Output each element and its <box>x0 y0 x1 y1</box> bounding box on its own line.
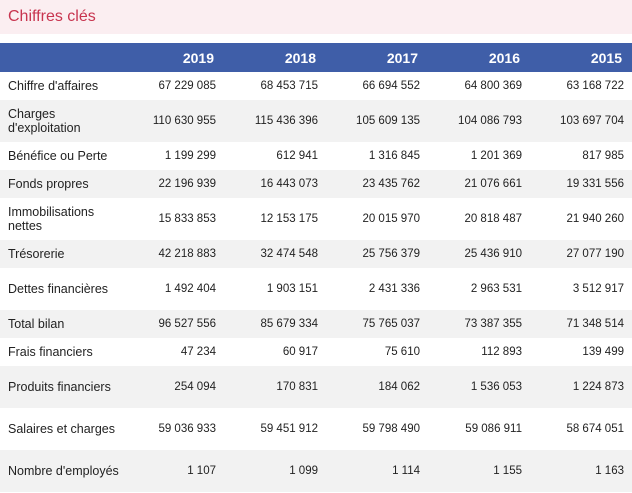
value-cell: 112 893 <box>428 338 530 366</box>
value-cell: 71 348 514 <box>530 310 632 338</box>
value-cell: 817 985 <box>530 142 632 170</box>
value-cell: 1 114 <box>326 450 428 492</box>
header-year-2016: 2016 <box>428 43 530 72</box>
row-label: Nombre d'employés <box>0 450 122 492</box>
table-row: Chiffre d'affaires 67 229 085 68 453 715… <box>0 72 632 100</box>
header-year-2019: 2019 <box>122 43 224 72</box>
value-cell: 20 818 487 <box>428 198 530 240</box>
row-label: Salaires et charges <box>0 408 122 450</box>
header-label-cell <box>0 43 122 72</box>
value-cell: 58 674 051 <box>530 408 632 450</box>
value-cell: 12 153 175 <box>224 198 326 240</box>
value-cell: 1 099 <box>224 450 326 492</box>
table-row: Fonds propres 22 196 939 16 443 073 23 4… <box>0 170 632 198</box>
value-cell: 1 316 845 <box>326 142 428 170</box>
row-label: Fonds propres <box>0 170 122 198</box>
table-row: Salaires et charges 59 036 933 59 451 91… <box>0 408 632 450</box>
value-cell: 1 199 299 <box>122 142 224 170</box>
value-cell: 59 451 912 <box>224 408 326 450</box>
value-cell: 22 196 939 <box>122 170 224 198</box>
value-cell: 19 331 556 <box>530 170 632 198</box>
value-cell: 2 431 336 <box>326 268 428 310</box>
value-cell: 20 015 970 <box>326 198 428 240</box>
table-row: Charges d'exploitation 110 630 955 115 4… <box>0 100 632 142</box>
key-figures-table: 2019 2018 2017 2016 2015 Chiffre d'affai… <box>0 43 632 492</box>
header-year-2017: 2017 <box>326 43 428 72</box>
value-cell: 64 800 369 <box>428 72 530 100</box>
value-cell: 73 387 355 <box>428 310 530 338</box>
table-row: Trésorerie 42 218 883 32 474 548 25 756 … <box>0 240 632 268</box>
value-cell: 1 155 <box>428 450 530 492</box>
title-bar: Chiffres clés <box>0 0 632 34</box>
value-cell: 1 224 873 <box>530 366 632 408</box>
value-cell: 254 094 <box>122 366 224 408</box>
value-cell: 170 831 <box>224 366 326 408</box>
value-cell: 110 630 955 <box>122 100 224 142</box>
value-cell: 2 963 531 <box>428 268 530 310</box>
page-title: Chiffres clés <box>8 8 96 25</box>
value-cell: 15 833 853 <box>122 198 224 240</box>
value-cell: 59 798 490 <box>326 408 428 450</box>
value-cell: 21 940 260 <box>530 198 632 240</box>
value-cell: 60 917 <box>224 338 326 366</box>
value-cell: 184 062 <box>326 366 428 408</box>
value-cell: 25 436 910 <box>428 240 530 268</box>
value-cell: 103 697 704 <box>530 100 632 142</box>
value-cell: 47 234 <box>122 338 224 366</box>
row-label: Total bilan <box>0 310 122 338</box>
value-cell: 1 163 <box>530 450 632 492</box>
spacer <box>0 34 632 43</box>
header-year-2015: 2015 <box>530 43 632 72</box>
value-cell: 25 756 379 <box>326 240 428 268</box>
row-label: Bénéfice ou Perte <box>0 142 122 170</box>
table-row: Immobilisations nettes 15 833 853 12 153… <box>0 198 632 240</box>
value-cell: 1 492 404 <box>122 268 224 310</box>
value-cell: 1 201 369 <box>428 142 530 170</box>
value-cell: 32 474 548 <box>224 240 326 268</box>
value-cell: 96 527 556 <box>122 310 224 338</box>
value-cell: 21 076 661 <box>428 170 530 198</box>
row-label: Immobilisations nettes <box>0 198 122 240</box>
value-cell: 85 679 334 <box>224 310 326 338</box>
value-cell: 27 077 190 <box>530 240 632 268</box>
value-cell: 63 168 722 <box>530 72 632 100</box>
value-cell: 23 435 762 <box>326 170 428 198</box>
table-row: Dettes financières 1 492 404 1 903 151 2… <box>0 268 632 310</box>
value-cell: 75 765 037 <box>326 310 428 338</box>
value-cell: 16 443 073 <box>224 170 326 198</box>
row-label: Chiffre d'affaires <box>0 72 122 100</box>
table-row: Total bilan 96 527 556 85 679 334 75 765… <box>0 310 632 338</box>
value-cell: 59 086 911 <box>428 408 530 450</box>
value-cell: 104 086 793 <box>428 100 530 142</box>
row-label: Trésorerie <box>0 240 122 268</box>
value-cell: 1 536 053 <box>428 366 530 408</box>
row-label: Frais financiers <box>0 338 122 366</box>
table-row: Produits financiers 254 094 170 831 184 … <box>0 366 632 408</box>
table-row: Nombre d'employés 1 107 1 099 1 114 1 15… <box>0 450 632 492</box>
row-label: Produits financiers <box>0 366 122 408</box>
value-cell: 59 036 933 <box>122 408 224 450</box>
header-year-2018: 2018 <box>224 43 326 72</box>
value-cell: 66 694 552 <box>326 72 428 100</box>
table-row: Frais financiers 47 234 60 917 75 610 11… <box>0 338 632 366</box>
value-cell: 139 499 <box>530 338 632 366</box>
table-header-row: 2019 2018 2017 2016 2015 <box>0 43 632 72</box>
value-cell: 612 941 <box>224 142 326 170</box>
row-label: Dettes financières <box>0 268 122 310</box>
value-cell: 115 436 396 <box>224 100 326 142</box>
value-cell: 67 229 085 <box>122 72 224 100</box>
value-cell: 1 903 151 <box>224 268 326 310</box>
value-cell: 3 512 917 <box>530 268 632 310</box>
row-label: Charges d'exploitation <box>0 100 122 142</box>
value-cell: 1 107 <box>122 450 224 492</box>
value-cell: 42 218 883 <box>122 240 224 268</box>
value-cell: 68 453 715 <box>224 72 326 100</box>
value-cell: 105 609 135 <box>326 100 428 142</box>
table-row: Bénéfice ou Perte 1 199 299 612 941 1 31… <box>0 142 632 170</box>
value-cell: 75 610 <box>326 338 428 366</box>
